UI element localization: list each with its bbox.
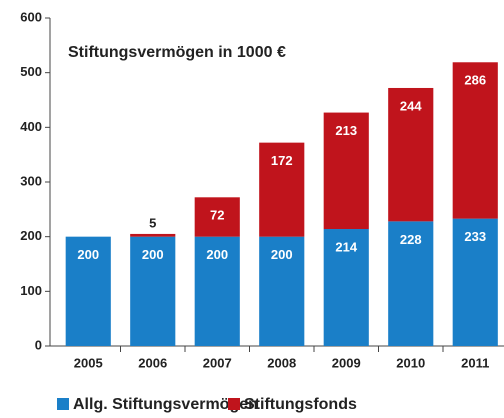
x-tick-label: 2010: [396, 355, 425, 370]
value-label: 213: [335, 123, 357, 138]
bar-segment: [130, 233, 176, 237]
value-label: 200: [142, 247, 164, 262]
value-label: 214: [335, 239, 357, 254]
y-tick-label: 200: [20, 228, 42, 243]
value-label: 172: [271, 153, 293, 168]
y-tick-label: 100: [20, 283, 42, 298]
y-tick-label: 600: [20, 9, 42, 24]
x-tick-label: 2011: [461, 355, 489, 370]
x-tick-label: 2005: [74, 355, 103, 370]
value-label: 228: [400, 232, 422, 247]
y-tick-label: 0: [35, 337, 42, 352]
value-label: 200: [271, 247, 293, 262]
x-tick-label: 2006: [138, 355, 167, 370]
bar-segment: [452, 218, 498, 346]
value-label: 5: [149, 215, 156, 230]
x-tick-label: 2007: [203, 355, 232, 370]
value-label: 244: [400, 98, 422, 113]
value-label: 200: [77, 247, 99, 262]
bar-segment: [130, 236, 176, 346]
bar-segment: [259, 142, 305, 237]
bar-segment: [388, 221, 434, 346]
legend-swatch: [228, 398, 240, 410]
value-label: 233: [464, 229, 486, 244]
bar-segment: [194, 197, 240, 237]
legend-label: Allg. Stiftungsvermögen: [73, 396, 258, 413]
y-tick-label: 400: [20, 119, 42, 134]
bar-segment: [323, 112, 369, 230]
bar-segment: [323, 229, 369, 346]
bar-segment: [452, 62, 498, 219]
legend-swatch: [57, 398, 69, 410]
x-tick-label: 2009: [332, 355, 361, 370]
legend-label: Stiftungsfonds: [244, 396, 357, 413]
bar-segment: [259, 236, 305, 346]
bar-segment: [388, 87, 434, 222]
y-tick-label: 500: [20, 64, 42, 79]
value-label: 72: [210, 208, 224, 223]
value-label: 286: [464, 73, 486, 88]
value-label: 200: [206, 247, 228, 262]
x-tick-label: 2008: [267, 355, 296, 370]
bar-segment: [194, 236, 240, 346]
bar-segment: [65, 236, 111, 346]
y-tick-label: 300: [20, 173, 42, 188]
chart-title: Stiftungsvermögen in 1000 €: [68, 44, 286, 61]
